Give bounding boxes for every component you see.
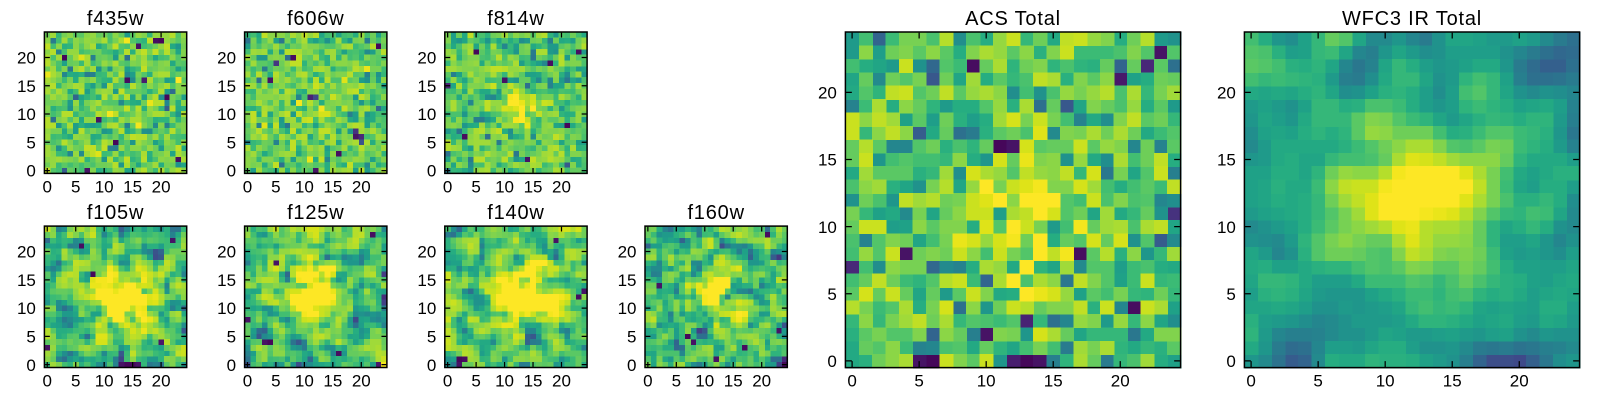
svg-text:0: 0 [43, 372, 52, 391]
svg-text:10: 10 [618, 299, 637, 318]
svg-text:5: 5 [271, 372, 280, 391]
svg-text:10: 10 [495, 372, 514, 391]
svg-text:15: 15 [724, 372, 743, 391]
svg-text:15: 15 [123, 177, 142, 196]
svg-text:15: 15 [417, 77, 436, 96]
svg-text:10: 10 [217, 299, 236, 318]
svg-text:0: 0 [227, 162, 236, 181]
svg-text:5: 5 [71, 177, 80, 196]
svg-text:0: 0 [643, 372, 652, 391]
svg-text:10: 10 [217, 105, 236, 124]
svg-text:15: 15 [524, 177, 543, 196]
svg-text:0: 0 [427, 356, 436, 375]
svg-text:10: 10 [695, 372, 714, 391]
svg-text:15: 15 [524, 372, 543, 391]
svg-text:20: 20 [352, 372, 371, 391]
svg-text:20: 20 [417, 243, 436, 262]
svg-text:f140w: f140w [487, 202, 544, 224]
svg-text:20: 20 [552, 372, 571, 391]
svg-text:5: 5 [627, 327, 636, 346]
svg-text:20: 20 [152, 372, 171, 391]
svg-text:f160w: f160w [687, 202, 744, 224]
svg-text:5: 5 [71, 372, 80, 391]
svg-text:10: 10 [417, 299, 436, 318]
svg-text:10: 10 [95, 177, 114, 196]
svg-text:10: 10 [95, 372, 114, 391]
svg-text:10: 10 [17, 105, 36, 124]
svg-text:15: 15 [123, 372, 142, 391]
svg-text:20: 20 [17, 49, 36, 68]
svg-text:20: 20 [352, 177, 371, 196]
svg-text:0: 0 [627, 356, 636, 375]
svg-text:15: 15 [323, 372, 342, 391]
svg-text:f105w: f105w [87, 202, 144, 224]
svg-text:15: 15 [217, 271, 236, 290]
svg-text:5: 5 [672, 372, 681, 391]
svg-text:0: 0 [43, 177, 52, 196]
svg-text:5: 5 [227, 327, 236, 346]
svg-text:20: 20 [217, 243, 236, 262]
svg-text:0: 0 [26, 162, 35, 181]
svg-text:5: 5 [427, 327, 436, 346]
svg-text:15: 15 [17, 271, 36, 290]
svg-text:15: 15 [17, 77, 36, 96]
svg-text:0: 0 [443, 177, 452, 196]
svg-text:5: 5 [26, 327, 35, 346]
svg-text:15: 15 [217, 77, 236, 96]
svg-text:15: 15 [417, 271, 436, 290]
svg-text:5: 5 [471, 177, 480, 196]
svg-text:20: 20 [752, 372, 771, 391]
svg-text:10: 10 [495, 177, 514, 196]
svg-text:f435w: f435w [87, 8, 144, 30]
svg-text:5: 5 [471, 372, 480, 391]
svg-text:0: 0 [243, 177, 252, 196]
svg-text:5: 5 [227, 133, 236, 152]
svg-text:20: 20 [217, 49, 236, 68]
svg-text:f606w: f606w [287, 8, 344, 30]
svg-text:20: 20 [552, 177, 571, 196]
svg-text:15: 15 [618, 271, 637, 290]
svg-text:0: 0 [243, 372, 252, 391]
svg-text:10: 10 [417, 105, 436, 124]
svg-text:f125w: f125w [287, 202, 344, 224]
svg-text:20: 20 [417, 49, 436, 68]
svg-text:0: 0 [427, 162, 436, 181]
svg-text:0: 0 [26, 356, 35, 375]
svg-text:10: 10 [17, 299, 36, 318]
svg-text:5: 5 [26, 133, 35, 152]
svg-text:20: 20 [17, 243, 36, 262]
svg-text:10: 10 [295, 372, 314, 391]
svg-text:5: 5 [427, 133, 436, 152]
svg-text:10: 10 [295, 177, 314, 196]
svg-text:20: 20 [618, 243, 637, 262]
svg-text:15: 15 [323, 177, 342, 196]
svg-text:0: 0 [443, 372, 452, 391]
svg-text:5: 5 [271, 177, 280, 196]
svg-text:f814w: f814w [487, 8, 544, 30]
svg-text:20: 20 [152, 177, 171, 196]
svg-text:0: 0 [227, 356, 236, 375]
